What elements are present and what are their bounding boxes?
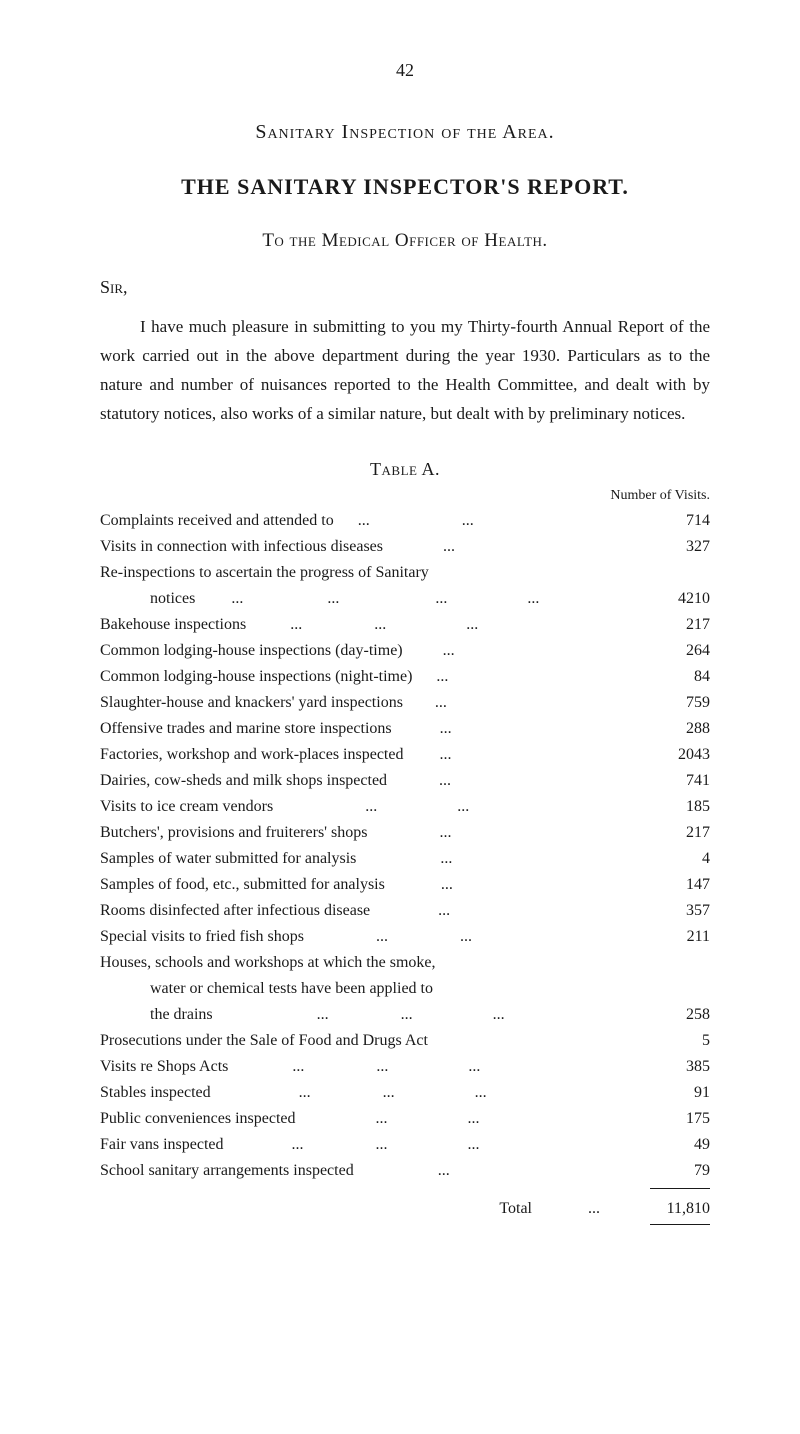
row-value: 211: [630, 925, 710, 949]
row-label: the drains ... ... ...: [100, 1003, 630, 1027]
row-value: 385: [630, 1055, 710, 1079]
row-label: Samples of water submitted for analysis …: [100, 847, 630, 871]
row-label: Common lodging-house inspections (day-ti…: [100, 639, 630, 663]
row-value: 147: [630, 873, 710, 897]
table-row: Slaughter-house and knackers' yard inspe…: [100, 691, 710, 715]
row-label: Common lodging-house inspections (night-…: [100, 665, 630, 689]
row-value: 217: [630, 821, 710, 845]
row-label: Prosecutions under the Sale of Food and …: [100, 1029, 630, 1053]
row-value: 49: [630, 1133, 710, 1157]
row-value: 4: [630, 847, 710, 871]
section-heading: Sanitary Inspection of the Area.: [100, 121, 710, 144]
row-value: 5: [630, 1029, 710, 1053]
row-label: Visits to ice cream vendors ... ...: [100, 795, 630, 819]
table-row: Bakehouse inspections ... ... ...217: [100, 613, 710, 637]
row-label: School sanitary arrangements inspected .…: [100, 1159, 630, 1183]
row-label: Stables inspected ... ... ...: [100, 1081, 630, 1105]
table-row: Rooms disinfected after infectious disea…: [100, 899, 710, 923]
row-label: Bakehouse inspections ... ... ...: [100, 613, 630, 637]
sub-heading: To the Medical Officer of Health.: [100, 230, 710, 252]
page-number: 42: [100, 60, 710, 81]
total-value: 11,810: [630, 1197, 710, 1221]
table-row: water or chemical tests have been applie…: [100, 977, 710, 1001]
table-row: Houses, schools and workshops at which t…: [100, 951, 710, 975]
table-row: Butchers', provisions and fruiterers' sh…: [100, 821, 710, 845]
row-value: 741: [630, 769, 710, 793]
row-label: Slaughter-house and knackers' yard inspe…: [100, 691, 630, 715]
total-rule-top: [650, 1188, 710, 1189]
data-table: Complaints received and attended to ... …: [100, 509, 710, 1183]
body-paragraph: I have much pleasure in submitting to yo…: [100, 313, 710, 429]
table-row: Stables inspected ... ... ...91: [100, 1081, 710, 1105]
table-row: Samples of water submitted for analysis …: [100, 847, 710, 871]
table-row: Dairies, cow-sheds and milk shops inspec…: [100, 769, 710, 793]
row-label: Visits in connection with infectious dis…: [100, 535, 630, 559]
table-label: Table A.: [100, 459, 710, 480]
total-label: Total ...: [100, 1197, 630, 1221]
row-label: Complaints received and attended to ... …: [100, 509, 630, 533]
row-value: 264: [630, 639, 710, 663]
row-label: Fair vans inspected ... ... ...: [100, 1133, 630, 1157]
row-value: 185: [630, 795, 710, 819]
row-label: Visits re Shops Acts ... ... ...: [100, 1055, 630, 1079]
row-value: 258: [630, 1003, 710, 1027]
row-label: Public conveniences inspected ... ...: [100, 1107, 630, 1131]
row-value: 175: [630, 1107, 710, 1131]
row-value: 714: [630, 509, 710, 533]
table-row: Common lodging-house inspections (night-…: [100, 665, 710, 689]
table-row: Offensive trades and marine store inspec…: [100, 717, 710, 741]
row-label: Samples of food, etc., submitted for ana…: [100, 873, 630, 897]
row-value: [630, 561, 710, 585]
column-header: Number of Visits.: [100, 488, 710, 504]
row-label: Re-inspections to ascertain the progress…: [100, 561, 630, 585]
row-value: 288: [630, 717, 710, 741]
table-row: Factories, workshop and work-places insp…: [100, 743, 710, 767]
row-value: [630, 977, 710, 1001]
row-label: Rooms disinfected after infectious disea…: [100, 899, 630, 923]
row-value: 4210: [630, 587, 710, 611]
row-label: Offensive trades and marine store inspec…: [100, 717, 630, 741]
row-value: 759: [630, 691, 710, 715]
row-value: [630, 951, 710, 975]
row-value: 84: [630, 665, 710, 689]
row-label: Dairies, cow-sheds and milk shops inspec…: [100, 769, 630, 793]
table-row: Common lodging-house inspections (day-ti…: [100, 639, 710, 663]
table-row: Visits in connection with infectious dis…: [100, 535, 710, 559]
table-row: Samples of food, etc., submitted for ana…: [100, 873, 710, 897]
row-value: 2043: [630, 743, 710, 767]
table-row: School sanitary arrangements inspected .…: [100, 1159, 710, 1183]
row-label: water or chemical tests have been applie…: [100, 977, 630, 1001]
table-row: the drains ... ... ...258: [100, 1003, 710, 1027]
table-row: notices ... ... ... ...4210: [100, 587, 710, 611]
table-row: Fair vans inspected ... ... ...49: [100, 1133, 710, 1157]
table-row: Visits re Shops Acts ... ... ...385: [100, 1055, 710, 1079]
row-value: 217: [630, 613, 710, 637]
main-title: THE SANITARY INSPECTOR'S REPORT.: [100, 174, 710, 200]
row-label: Houses, schools and workshops at which t…: [100, 951, 630, 975]
table-row: Prosecutions under the Sale of Food and …: [100, 1029, 710, 1053]
row-label: Special visits to fried fish shops ... .…: [100, 925, 630, 949]
total-row: Total ... 11,810: [100, 1197, 710, 1221]
salutation: Sir,: [100, 277, 710, 298]
table-row: Complaints received and attended to ... …: [100, 509, 710, 533]
total-rule-bottom: [650, 1224, 710, 1225]
table-row: Visits to ice cream vendors ... ...185: [100, 795, 710, 819]
table-row: Re-inspections to ascertain the progress…: [100, 561, 710, 585]
table-row: Public conveniences inspected ... ...175: [100, 1107, 710, 1131]
row-value: 357: [630, 899, 710, 923]
row-value: 79: [630, 1159, 710, 1183]
row-value: 327: [630, 535, 710, 559]
row-label: Factories, workshop and work-places insp…: [100, 743, 630, 767]
row-label: notices ... ... ... ...: [100, 587, 630, 611]
row-value: 91: [630, 1081, 710, 1105]
row-label: Butchers', provisions and fruiterers' sh…: [100, 821, 630, 845]
table-row: Special visits to fried fish shops ... .…: [100, 925, 710, 949]
